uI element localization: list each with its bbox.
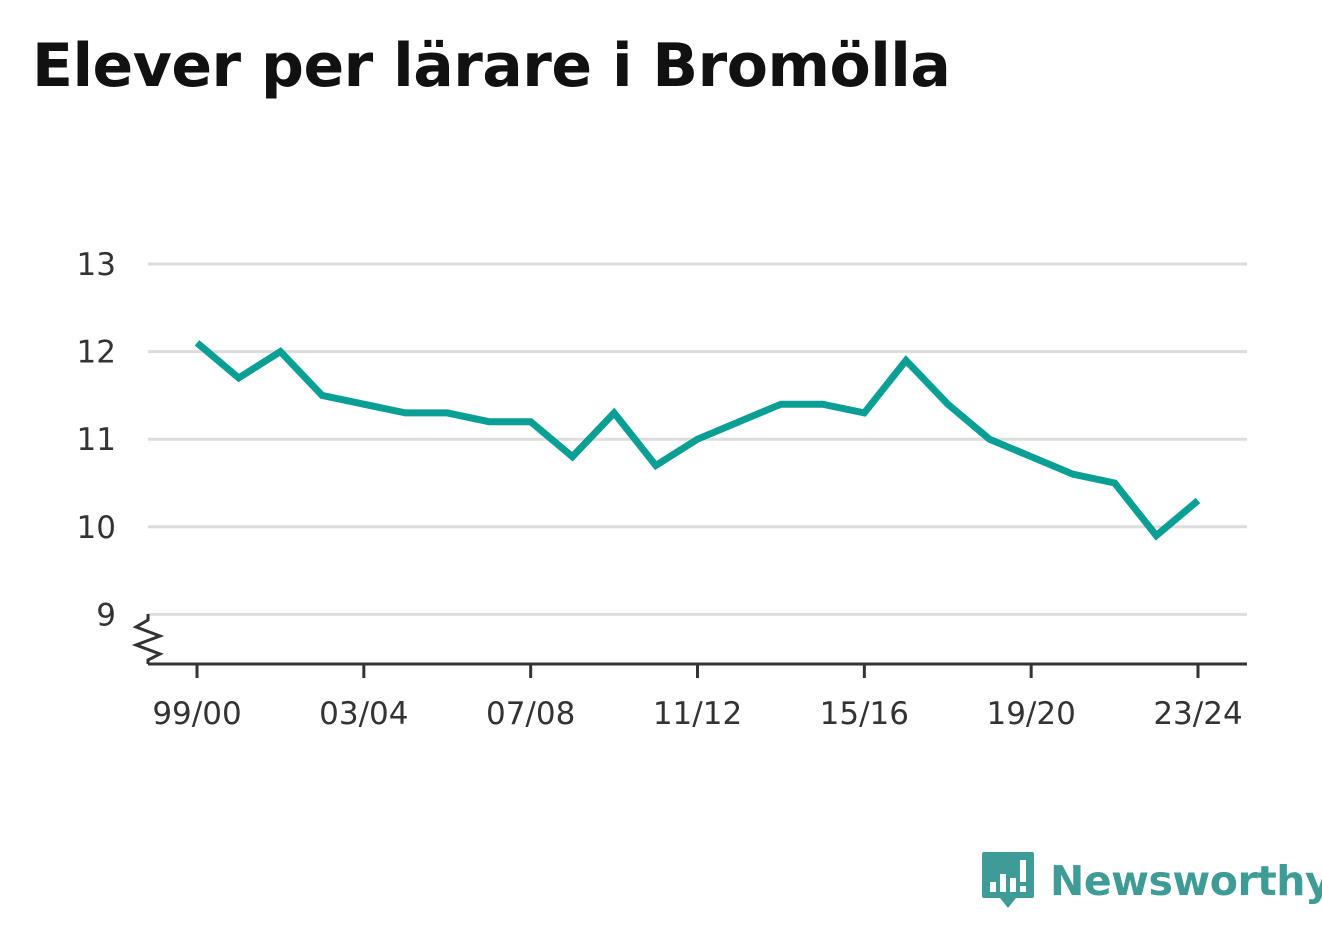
x-tick-label: 11/12: [653, 696, 742, 732]
newsworthy-logo-icon: [982, 852, 1034, 908]
y-tick-label: 11: [77, 422, 116, 458]
chart-title: Elever per lärare i Bromölla: [32, 31, 951, 101]
y-tick-label: 13: [77, 247, 116, 283]
x-tick-label: 99/00: [152, 696, 241, 732]
x-tick-label: 03/04: [319, 696, 408, 732]
y-tick-label: 12: [77, 335, 116, 371]
y-tick-label: 10: [77, 510, 116, 546]
brand-logo[interactable]: Newsworthy: [980, 850, 1322, 912]
x-tick-label: 15/16: [820, 696, 909, 732]
y-axis-break-icon: [131, 614, 165, 664]
series-layer: [194, 340, 1201, 541]
x-tick-label: 07/08: [486, 696, 575, 732]
y-tick-label: 9: [96, 597, 116, 633]
axes: 9 10 11 12 13 99/00 03/04 07/08 11/12 15/16 19/20 2…: [77, 247, 1247, 732]
x-tick-label: 19/20: [986, 696, 1075, 732]
series-line: [194, 340, 1201, 541]
brand-name: Newsworthy: [1050, 857, 1322, 905]
x-tick-label: 23/24: [1153, 696, 1242, 732]
